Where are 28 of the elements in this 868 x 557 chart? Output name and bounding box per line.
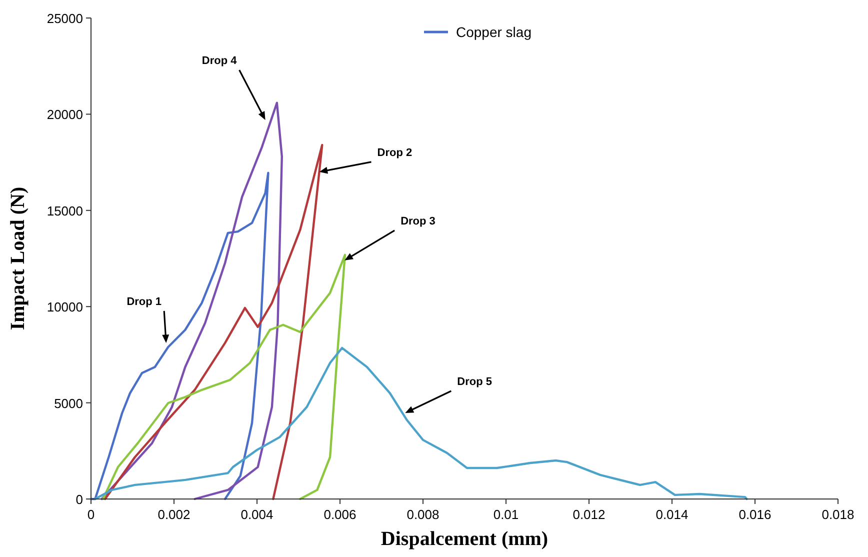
legend-label: Copper slag <box>456 24 532 40</box>
y-tick-label: 10000 <box>46 300 83 315</box>
annotation: Drop 2 <box>377 146 412 159</box>
x-tick-label: 0 <box>87 507 95 522</box>
x-tick-label: 0.008 <box>406 507 440 522</box>
line-series <box>100 102 283 500</box>
y-tick-label: 25000 <box>46 11 83 26</box>
annotation: Drop 5 <box>457 376 492 388</box>
line-series <box>104 144 324 500</box>
x-tick-label: 0.004 <box>240 507 274 522</box>
y-tick-label: 20000 <box>46 107 83 122</box>
x-tick-label: 0.016 <box>738 507 772 522</box>
annotation: Drop 1 <box>126 296 162 308</box>
y-axis-title: Impact Load (N) <box>7 186 29 330</box>
y-tick-label: 0 <box>76 492 83 507</box>
line-series <box>90 172 270 500</box>
x-tick-label: 0.012 <box>572 507 606 522</box>
annotation: Drop 3 <box>400 215 436 228</box>
x-tick-label: 0.01 <box>493 507 519 522</box>
x-tick-label: 0.014 <box>656 507 688 522</box>
x-tick-label: 0.006 <box>324 507 356 522</box>
y-tick-label: 5000 <box>54 396 83 411</box>
x-axis-title: Dispalcement (mm) <box>380 528 548 550</box>
annotation: Drop 4 <box>202 54 238 67</box>
x-tick-label: 0.018 <box>822 507 854 522</box>
x-tick-label: 0.002 <box>158 507 190 522</box>
y-tick-label: 15000 <box>46 203 83 218</box>
line-series <box>94 346 748 500</box>
